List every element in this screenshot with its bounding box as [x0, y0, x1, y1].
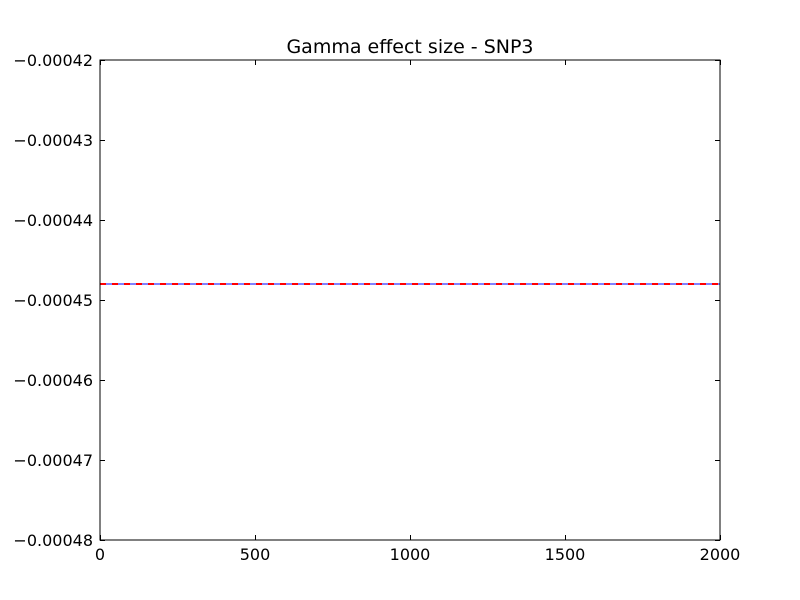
y-tick-label: −0.00046 [13, 371, 93, 390]
x-tick-label: 0 [95, 545, 105, 564]
x-tick-label: 1000 [390, 545, 431, 564]
plot-frame [99, 59, 721, 541]
x-tick-label: 500 [240, 545, 271, 564]
plot-area [100, 60, 720, 540]
x-tick-label: 1500 [545, 545, 586, 564]
y-tick-label: −0.00048 [13, 531, 93, 550]
tick-layer: 0 500 1000 1500 2000 −0.00042 −0.00043 −0.00044… [13, 51, 740, 564]
x-tick-label: 2000 [700, 545, 741, 564]
y-tick-label: −0.00047 [13, 451, 93, 470]
y-tick-label: −0.00045 [13, 291, 93, 310]
chart-title: Gamma effect size - SNP3 [286, 36, 533, 58]
y-tick-label: −0.00044 [13, 211, 93, 230]
y-tick-label: −0.00042 [13, 51, 93, 70]
y-tick-label: −0.00043 [13, 131, 93, 150]
